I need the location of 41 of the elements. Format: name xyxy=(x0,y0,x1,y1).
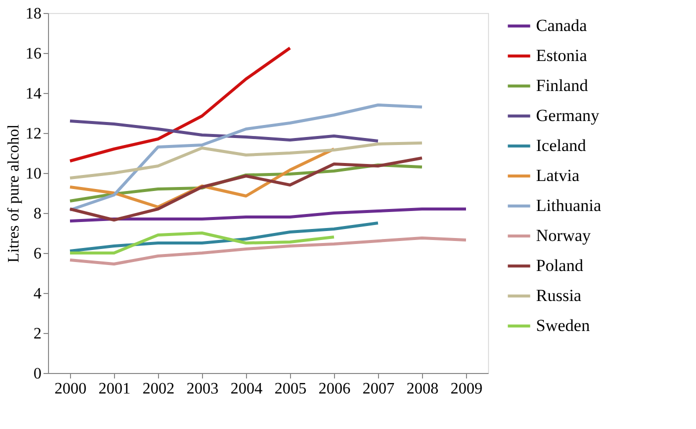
legend-label: Russia xyxy=(536,286,582,305)
line-series xyxy=(68,236,468,266)
legend-label: Sweden xyxy=(536,316,590,335)
x-tick-label: 2005 xyxy=(274,380,306,398)
y-tick-label: 14 xyxy=(26,86,42,102)
legend-label: Iceland xyxy=(536,136,587,155)
line-series xyxy=(68,232,336,254)
y-tick-label: 18 xyxy=(26,6,42,22)
line-series xyxy=(68,208,468,222)
legend-label: Norway xyxy=(536,226,592,245)
y-tick-label: 0 xyxy=(34,366,42,382)
y-tick-label: 16 xyxy=(26,46,42,62)
x-tick-label: 2009 xyxy=(450,380,482,398)
y-tick-label: 8 xyxy=(34,206,42,222)
line-series xyxy=(68,156,424,222)
y-tick-label: 12 xyxy=(26,126,42,142)
y-tick-label: 2 xyxy=(34,326,42,342)
legend-label: Estonia xyxy=(536,46,588,65)
x-tick-label: 2008 xyxy=(406,380,438,398)
y-tick-label: 6 xyxy=(34,246,42,262)
legend-label: Finland xyxy=(536,76,588,95)
line-series xyxy=(68,46,292,162)
legend-label: Lithuania xyxy=(536,196,602,215)
x-tick-label: 2002 xyxy=(142,380,174,398)
x-tick-label: 2001 xyxy=(98,380,130,398)
line-series xyxy=(68,120,380,142)
x-tick-label: 2000 xyxy=(54,380,86,398)
legend-label: Germany xyxy=(536,106,600,125)
y-tick-label: 10 xyxy=(26,166,42,182)
y-tick-label: 4 xyxy=(34,286,42,302)
legend-label: Latvia xyxy=(536,166,580,185)
y-axis-title: Litres of pure alcohol xyxy=(6,124,22,263)
x-tick-label: 2003 xyxy=(186,380,218,398)
x-tick-label: 2004 xyxy=(230,380,262,398)
legend-label: Poland xyxy=(536,256,584,275)
x-tick-label: 2006 xyxy=(318,380,350,398)
legend-label: Canada xyxy=(536,16,588,35)
x-tick-label: 2007 xyxy=(362,380,394,398)
line-series xyxy=(68,104,424,212)
line-series xyxy=(68,222,380,252)
line-series xyxy=(68,142,424,180)
